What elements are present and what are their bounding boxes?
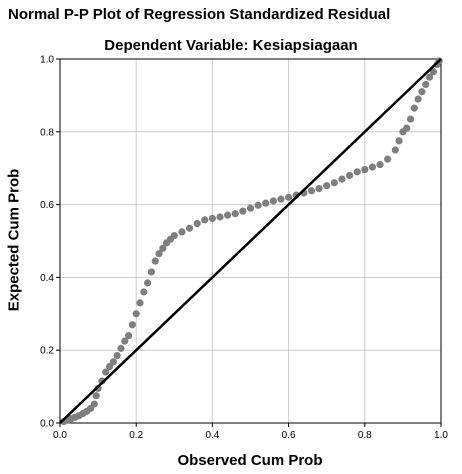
data-point <box>410 104 418 112</box>
data-point <box>269 197 277 205</box>
data-point <box>208 214 216 223</box>
x-tick-label: 0.2 <box>129 430 143 441</box>
y-tick-label: 0.6 <box>40 200 54 211</box>
data-point <box>170 231 178 240</box>
chart-subtitle: Dependent Variable: Kesiapsiagaan <box>104 37 358 54</box>
y-tick-label: 1.0 <box>40 55 54 66</box>
data-point <box>185 224 194 232</box>
chart-title: Normal P-P Plot of Regression Standardiz… <box>8 6 391 23</box>
plot-frame <box>59 58 442 424</box>
data-point <box>338 175 346 183</box>
data-point <box>384 155 392 163</box>
data-point <box>159 244 167 252</box>
x-tick-label: 0.8 <box>358 430 372 441</box>
x-axis-label: Observed Cum Prob <box>177 452 323 469</box>
data-point <box>121 337 129 345</box>
data-point <box>418 88 426 96</box>
data-point <box>224 211 232 219</box>
data-point <box>406 115 415 123</box>
data-point <box>102 368 110 376</box>
data-point <box>246 204 255 212</box>
reference-line <box>59 58 442 424</box>
data-point <box>239 207 247 215</box>
data-point <box>147 268 156 276</box>
data-point <box>216 213 224 221</box>
data-point <box>128 321 136 329</box>
data-point <box>315 184 323 193</box>
data-point <box>285 193 293 201</box>
x-tick-label: 0.6 <box>282 430 296 441</box>
y-tick-label: 0.4 <box>40 273 54 284</box>
data-point <box>277 195 285 203</box>
x-tick-label: 0.0 <box>53 430 67 441</box>
data-point <box>178 228 186 236</box>
data-point <box>391 146 399 154</box>
data-point <box>368 163 377 171</box>
data-point <box>254 201 262 209</box>
data-point <box>136 299 144 307</box>
data-point <box>425 73 434 81</box>
data-point <box>307 187 316 195</box>
y-tick-label: 0.0 <box>40 419 54 430</box>
data-point <box>414 95 422 103</box>
data-point <box>151 257 159 265</box>
data-point <box>90 400 98 408</box>
data-point <box>113 352 121 360</box>
data-point <box>92 392 100 400</box>
x-tick-label: 0.4 <box>205 430 219 441</box>
data-point <box>155 250 163 258</box>
data-point <box>345 171 354 180</box>
data-point <box>140 288 148 296</box>
data-point <box>124 332 133 340</box>
data-point <box>201 216 209 224</box>
data-point <box>262 199 270 207</box>
y-tick-label: 0.8 <box>40 127 54 138</box>
data-point <box>395 137 403 145</box>
y-tick-label: 0.2 <box>40 346 54 357</box>
x-tick-label: 1.0 <box>434 430 448 441</box>
data-point <box>429 68 437 76</box>
y-axis-label: Expected Cum Prob <box>5 168 23 312</box>
data-point <box>132 310 140 318</box>
data-point <box>422 80 430 89</box>
data-point <box>330 179 338 187</box>
data-point <box>323 182 331 190</box>
data-point <box>403 124 411 132</box>
data-point <box>193 219 201 228</box>
data-point <box>231 210 239 218</box>
data-point <box>376 160 384 169</box>
data-point <box>109 358 117 366</box>
data-point <box>117 344 125 352</box>
data-point <box>144 279 152 287</box>
data-point <box>353 168 361 176</box>
data-point <box>361 166 369 174</box>
